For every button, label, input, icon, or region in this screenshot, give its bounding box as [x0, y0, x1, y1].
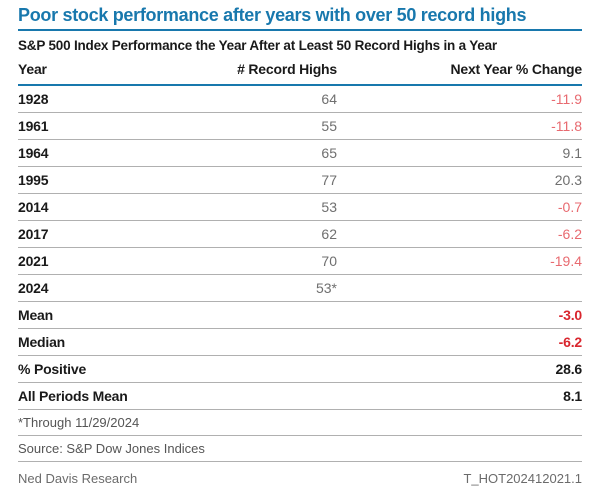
summary-row-percent-positive: % Positive 28.6	[18, 356, 582, 383]
year-cell: 1961	[18, 118, 49, 134]
table-row: 2017 62 -6.2	[18, 221, 582, 248]
table-row: 2014 53 -0.7	[18, 194, 582, 221]
table-row: 2021 70 -19.4	[18, 248, 582, 275]
summary-label: Mean	[18, 307, 53, 323]
record-highs-cell: 53*	[315, 280, 337, 296]
summary-label: % Positive	[18, 361, 87, 377]
record-highs-cell: 62	[321, 226, 337, 242]
change-cell: -11.8	[551, 118, 582, 134]
change-cell: -0.7	[557, 199, 582, 215]
chart-title: Poor stock performance after years with …	[18, 5, 527, 25]
summary-label: All Periods Mean	[18, 388, 128, 404]
record-highs-cell: 70	[321, 253, 337, 269]
year-cell: 1995	[18, 172, 49, 188]
change-cell: 20.3	[554, 172, 582, 188]
table-row: 1995 77 20.3	[18, 167, 582, 194]
header-underline	[18, 84, 582, 86]
record-highs-cell: 64	[321, 91, 337, 107]
title-underline	[18, 29, 582, 31]
summary-value: 8.1	[563, 388, 582, 404]
summary-row-all-periods-mean: All Periods Mean 8.1	[18, 383, 582, 410]
summary-value: -6.2	[558, 334, 583, 350]
summary-row-mean: Mean -3.0	[18, 302, 582, 329]
change-cell: 9.1	[562, 145, 582, 161]
column-header-year: Year	[18, 60, 47, 77]
footer-chart-code: T_HOT202412021.1	[463, 470, 582, 486]
table-row: 1928 64 -11.9	[18, 86, 582, 113]
summary-row-median: Median -6.2	[18, 329, 582, 356]
footnote-text: *Through 11/29/2024	[18, 415, 140, 430]
summary-label: Median	[18, 334, 66, 350]
table-row: 1961 55 -11.8	[18, 113, 582, 140]
summary-value: -3.0	[558, 307, 583, 323]
footnote-source: Source: S&P Dow Jones Indices	[18, 436, 582, 462]
column-header-record-highs: # Record Highs	[237, 60, 337, 77]
record-highs-cell: 55	[321, 118, 337, 134]
footer-brand: Ned Davis Research	[18, 470, 138, 486]
record-highs-cell: 53	[321, 199, 337, 215]
summary-value: 28.6	[555, 361, 583, 377]
table-header-row: Year # Record Highs Next Year % Change	[18, 53, 582, 84]
chart-subtitle: S&P 500 Index Performance the Year After…	[18, 38, 497, 53]
year-cell: 2014	[18, 199, 49, 215]
footnote-text: Source: S&P Dow Jones Indices	[18, 441, 205, 456]
record-highs-cell: 77	[321, 172, 337, 188]
change-cell: -19.4	[550, 253, 582, 269]
table-row: 2024 53*	[18, 275, 582, 302]
year-cell: 2021	[18, 253, 49, 269]
footnote-through-date: *Through 11/29/2024	[18, 410, 582, 436]
change-cell: -6.2	[557, 226, 582, 242]
table-row: 1964 65 9.1	[18, 140, 582, 167]
footer-row: Ned Davis Research T_HOT202412021.1	[18, 462, 582, 494]
year-cell: 2017	[18, 226, 49, 242]
column-header-next-year-change: Next Year % Change	[450, 60, 582, 77]
year-cell: 2024	[18, 280, 49, 296]
year-cell: 1928	[18, 91, 49, 107]
change-cell: -11.9	[551, 91, 582, 107]
year-cell: 1964	[18, 145, 49, 161]
record-highs-cell: 65	[321, 145, 337, 161]
